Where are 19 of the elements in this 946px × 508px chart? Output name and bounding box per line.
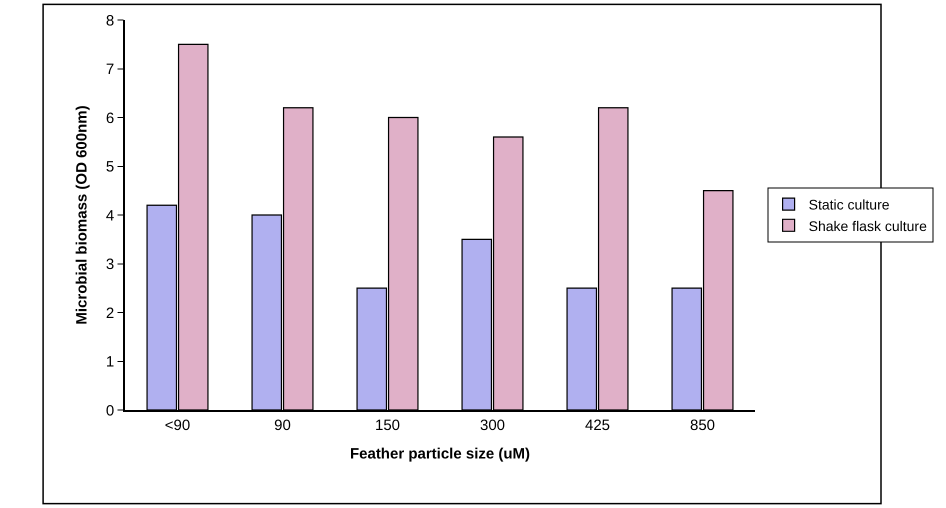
x-tick-label: 425: [584, 416, 610, 434]
y-tick-label: 5: [106, 158, 114, 176]
x-tick-label: 90: [274, 416, 291, 434]
x-axis-title: Feather particle size (uM): [350, 445, 530, 462]
x-tick-label: 150: [374, 416, 400, 434]
x-tick-label: <90: [164, 416, 190, 434]
x-tick-label: 850: [690, 416, 716, 434]
y-tick-label: 6: [106, 110, 114, 127]
legend-label: Static culture: [808, 196, 890, 213]
x-tick-label: 300: [480, 416, 506, 434]
y-tick-label: 1: [106, 354, 114, 370]
y-tick-label: 4: [106, 207, 114, 224]
y-tick-label: 8: [106, 12, 114, 30]
y-tick-label: 7: [106, 61, 114, 78]
y-tick-label: 2: [106, 304, 114, 322]
y-tick-label: 3: [106, 256, 114, 273]
y-axis-title: Microbial biomass (OD 600nm): [74, 105, 91, 325]
legend-label: Shake flask culture: [808, 218, 928, 234]
y-tick-label: 0: [106, 402, 114, 420]
